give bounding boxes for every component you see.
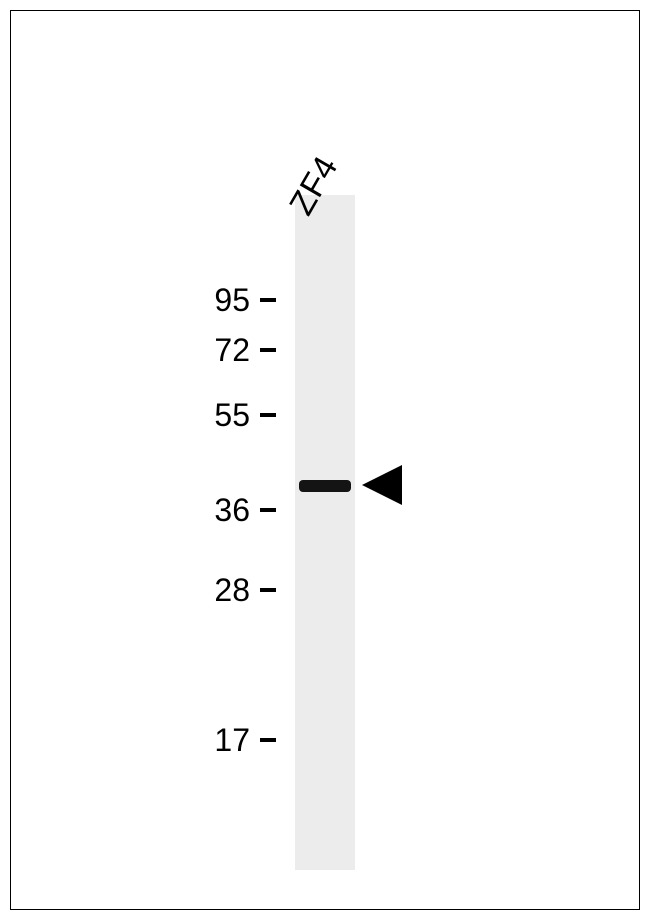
mw-label-36: 36 bbox=[180, 492, 250, 529]
mw-tick-36 bbox=[260, 508, 276, 512]
mw-label-28: 28 bbox=[180, 572, 250, 609]
mw-label-95: 95 bbox=[180, 282, 250, 319]
mw-label-72: 72 bbox=[180, 332, 250, 369]
mw-label-55: 55 bbox=[180, 397, 250, 434]
mw-tick-28 bbox=[260, 588, 276, 592]
mw-tick-72 bbox=[260, 348, 276, 352]
detected-band bbox=[299, 480, 351, 492]
mw-tick-95 bbox=[260, 298, 276, 302]
mw-label-17: 17 bbox=[180, 722, 250, 759]
mw-tick-17 bbox=[260, 738, 276, 742]
blot-lane bbox=[295, 195, 355, 870]
band-pointer-arrow-icon bbox=[362, 465, 402, 505]
mw-tick-55 bbox=[260, 413, 276, 417]
